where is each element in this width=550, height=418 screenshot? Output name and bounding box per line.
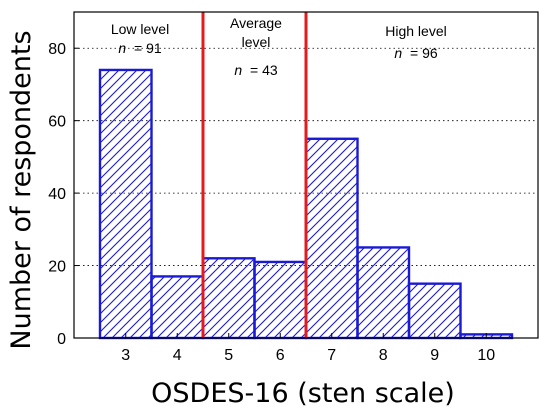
x-axis-ticks: 3 4 5 6 7 8 9 10	[121, 333, 495, 364]
y-tick-label: 20	[48, 259, 66, 276]
x-tick-label: 4	[173, 347, 182, 364]
annotation-average-line-1: Average	[230, 15, 282, 31]
bar-8	[356, 246, 411, 340]
annotation-low-n-label: n	[118, 40, 126, 56]
plot-frame	[73, 11, 539, 339]
annotation-average-line-2: level	[242, 34, 271, 50]
x-tick-label: 8	[379, 347, 388, 364]
bar-9	[407, 282, 462, 340]
annotation-low-n-value: = 91	[134, 40, 162, 56]
y-tick-label: 40	[48, 186, 66, 203]
x-tick-label: 7	[327, 347, 336, 364]
bar-4	[150, 275, 205, 340]
y-tick-label: 0	[57, 331, 66, 348]
bar-5	[201, 257, 256, 340]
annotation-low-line-1: Low level	[111, 21, 169, 37]
y-tick-label: 60	[48, 114, 66, 131]
annotation-low-n: n = 91	[118, 40, 162, 56]
x-axis-title: OSDES-16 (sten scale)	[151, 378, 455, 409]
bar-6	[253, 260, 308, 340]
group-dividers	[201, 12, 308, 338]
annotation-average-n-label: n	[234, 62, 242, 78]
annotation-average-n: n = 43	[234, 62, 278, 78]
x-tick-label: 10	[477, 347, 495, 364]
y-axis-ticks: 0 20 40 60 80	[48, 41, 79, 348]
y-axis-title: Number of respondents	[6, 30, 37, 349]
annotation-high-n-label: n	[394, 45, 402, 61]
annotation-high-line-1: High level	[385, 23, 446, 39]
y-tick-label: 80	[48, 41, 66, 58]
annotation-high-n: n = 96	[394, 45, 438, 61]
annotation-average-n-value: = 43	[250, 62, 278, 78]
group-annotations: Low level n = 91 Average level n = 43 Hi…	[111, 15, 447, 78]
x-tick-label: 6	[276, 347, 285, 364]
x-tick-label: 5	[224, 347, 233, 364]
x-tick-label: 9	[430, 347, 439, 364]
x-tick-label: 3	[121, 347, 130, 364]
bar-3	[98, 68, 153, 340]
annotation-high-n-value: = 96	[410, 45, 438, 61]
bar-7	[304, 137, 359, 340]
